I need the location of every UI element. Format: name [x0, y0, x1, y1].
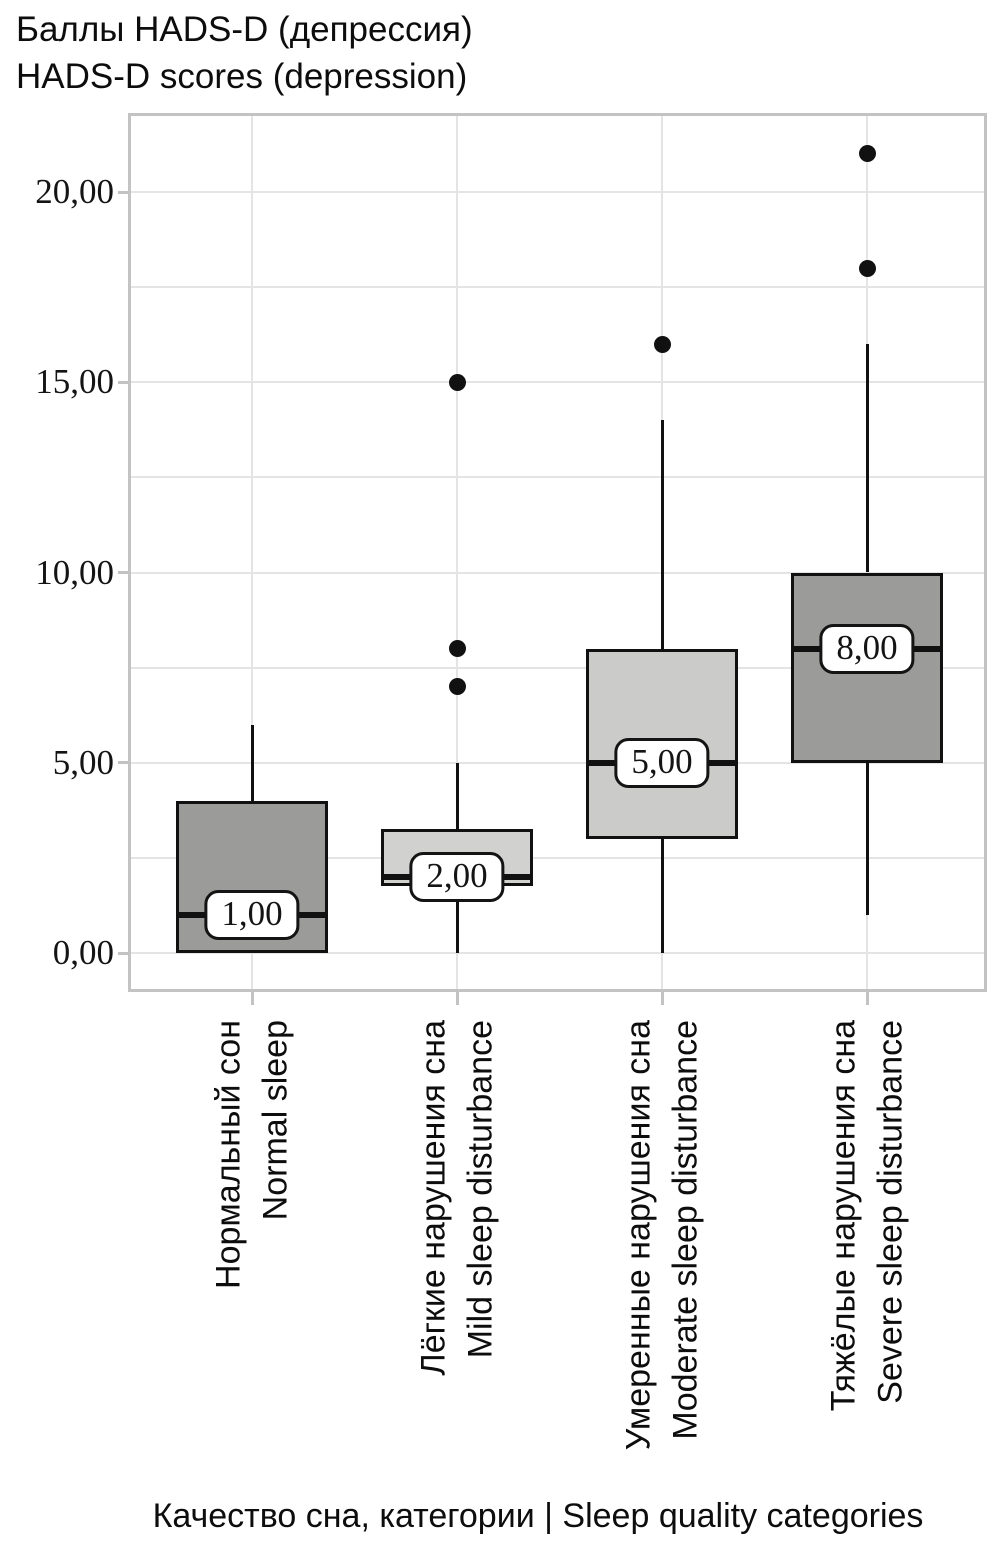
whisker-upper — [250, 724, 254, 801]
category-label-ru: Нормальный сон — [209, 1020, 248, 1289]
category-label-ru: Умеренные нарушения сна — [619, 1020, 658, 1451]
chart-title: Баллы HADS-D (депрессия) HADS-D scores (… — [16, 6, 473, 100]
chart-title-ru: Баллы HADS-D (депрессия) — [16, 10, 473, 49]
category-label: Лёгкие нарушения сна Mild sleep disturban… — [413, 1020, 500, 1376]
y-tick-mark — [118, 761, 128, 765]
y-tick-mark — [118, 571, 128, 574]
category-label-ru: Лёгкие нарушения сна — [414, 1020, 453, 1376]
y-tick-mark — [118, 951, 128, 955]
x-tick-mark — [865, 992, 869, 1005]
x-axis-title: Качество сна, категории | Sleep quality … — [152, 1497, 924, 1535]
whisker-lower — [660, 838, 664, 953]
outlier-dot — [448, 640, 466, 658]
box — [586, 648, 738, 839]
x-tick-mark — [250, 992, 254, 1005]
whisker-upper — [455, 762, 459, 830]
plot-area: 1,00 2,00 5,00 8,00 — [131, 116, 984, 989]
y-tick-label: 5,00 — [52, 742, 114, 782]
whisker-lower — [455, 886, 459, 953]
h-gridline — [131, 381, 984, 384]
category-label: Умеренные нарушения сна Moderate sleep di… — [618, 1020, 705, 1450]
h-gridline — [131, 856, 984, 859]
v-gridline — [251, 116, 253, 989]
category-label-en: Mild sleep disturbance — [461, 1020, 500, 1359]
h-gridline — [131, 286, 984, 289]
outlier-dot — [858, 259, 876, 277]
category-label: Нормальный сон Normal sleep — [208, 1020, 295, 1289]
y-tick-label: 15,00 — [35, 362, 114, 402]
x-tick-mark — [660, 992, 664, 1005]
y-tick-label: 20,00 — [35, 172, 114, 211]
h-gridline — [131, 191, 984, 193]
whisker-lower — [865, 762, 869, 915]
whisker-upper — [865, 344, 869, 573]
h-gridline — [131, 666, 984, 669]
x-tick-mark — [455, 992, 459, 1005]
y-tick-mark — [118, 380, 128, 384]
y-tick-label: 0,00 — [52, 933, 114, 972]
median-label: 8,00 — [819, 623, 915, 674]
category-label-en: Severe sleep disturbance — [871, 1020, 910, 1404]
y-tick-label: 10,00 — [35, 552, 114, 592]
outlier-dot — [653, 335, 671, 353]
y-tick-mark — [118, 190, 128, 194]
category-label-ru: Тяжёлые нарушения сна — [824, 1020, 863, 1412]
v-gridline — [456, 116, 458, 989]
outlier-dot — [448, 678, 466, 696]
median-label: 2,00 — [409, 851, 505, 902]
chart-title-en: HADS-D scores (depression) — [16, 57, 468, 96]
outlier-dot — [448, 373, 466, 391]
median-label: 1,00 — [204, 889, 300, 940]
whisker-upper — [660, 420, 664, 649]
category-label-en: Normal sleep — [256, 1020, 295, 1221]
h-gridline — [131, 571, 984, 574]
h-gridline — [131, 952, 984, 954]
median-label: 5,00 — [614, 737, 710, 788]
category-label-en: Moderate sleep disturbance — [666, 1020, 705, 1440]
h-gridline — [131, 761, 984, 764]
h-gridline — [131, 476, 984, 479]
category-label: Тяжёлые нарушения сна Severe sleep distur… — [823, 1020, 910, 1411]
outlier-dot — [858, 145, 876, 163]
